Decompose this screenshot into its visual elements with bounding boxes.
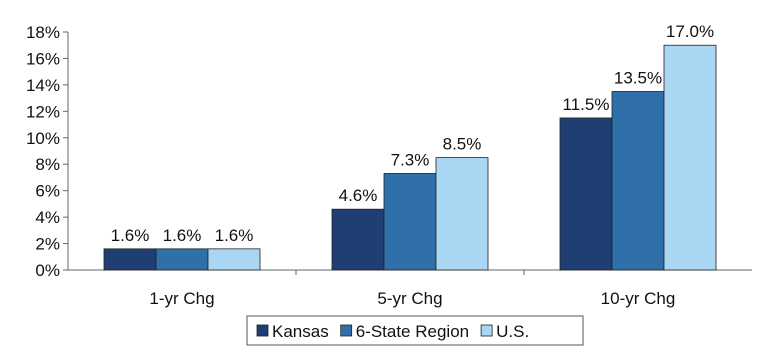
data-label: 11.5% (563, 95, 610, 114)
x-category-label: 5-yr Chg (377, 289, 442, 308)
data-label: 7.3% (391, 150, 430, 169)
x-category-label: 1-yr Chg (149, 289, 214, 308)
legend-label: Kansas (272, 322, 329, 341)
data-label: 13.5% (614, 69, 662, 88)
legend-swatch (480, 324, 493, 337)
bar (155, 248, 209, 271)
bar (611, 91, 665, 271)
bar (207, 248, 261, 271)
data-label: 4.6% (339, 186, 378, 205)
bar (383, 173, 437, 271)
y-tick-label: 10% (26, 129, 60, 148)
bar (663, 44, 717, 271)
legend-label: U.S. (496, 322, 529, 341)
y-tick-label: 6% (35, 182, 60, 201)
bar (559, 117, 613, 271)
y-tick-label: 14% (26, 76, 60, 95)
legend-label: 6-State Region (356, 322, 469, 341)
data-label: 8.5% (443, 135, 482, 154)
legend-swatch (256, 324, 269, 337)
y-tick-label: 4% (35, 208, 60, 227)
y-tick-label: 0% (35, 261, 60, 280)
bar (331, 208, 385, 271)
y-tick-label: 12% (26, 102, 60, 121)
y-tick-label: 2% (35, 235, 60, 254)
y-tick-label: 16% (26, 49, 60, 68)
data-label: 1.6% (111, 226, 150, 245)
data-label: 17.0% (666, 22, 714, 41)
data-label: 1.6% (215, 226, 254, 245)
legend-swatch (340, 324, 353, 337)
data-label: 1.6% (163, 226, 202, 245)
legend-box (246, 315, 584, 346)
x-category-label: 10-yr Chg (601, 289, 676, 308)
bar (103, 248, 157, 271)
bar (435, 157, 489, 271)
y-tick-label: 8% (35, 155, 60, 174)
y-tick-label: 18% (26, 23, 60, 42)
